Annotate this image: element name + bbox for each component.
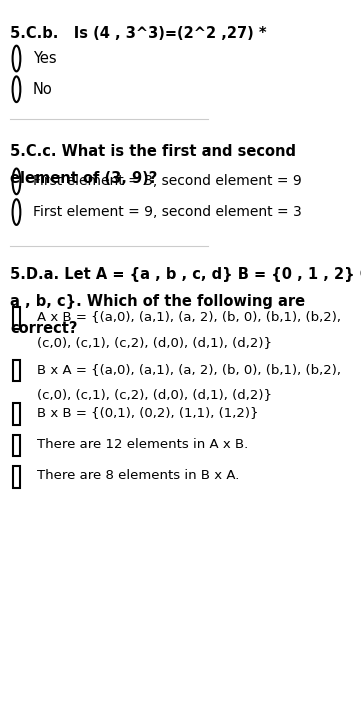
Text: 5.D.a. Let A = {a , b , c, d} B = {0 , 1 , 2} C = {  *: 5.D.a. Let A = {a , b , c, d} B = {0 , 1… bbox=[10, 267, 361, 282]
Text: element of (3, 9)?: element of (3, 9)? bbox=[10, 171, 157, 186]
Text: There are 12 elements in A x B.: There are 12 elements in A x B. bbox=[37, 438, 248, 451]
Text: B x B = {(0,1), (0,2), (1,1), (1,2)}: B x B = {(0,1), (0,2), (1,1), (1,2)} bbox=[37, 407, 258, 419]
Text: (c,0), (c,1), (c,2), (d,0), (d,1), (d,2)}: (c,0), (c,1), (c,2), (d,0), (d,1), (d,2)… bbox=[37, 336, 272, 348]
Text: A x B = {(a,0), (a,1), (a, 2), (b, 0), (b,1), (b,2),: A x B = {(a,0), (a,1), (a, 2), (b, 0), (… bbox=[37, 310, 341, 323]
Text: B x A = {(a,0), (a,1), (a, 2), (b, 0), (b,1), (b,2),: B x A = {(a,0), (a,1), (a, 2), (b, 0), (… bbox=[37, 363, 341, 376]
Text: (c,0), (c,1), (c,2), (d,0), (d,1), (d,2)}: (c,0), (c,1), (c,2), (d,0), (d,1), (d,2)… bbox=[37, 389, 272, 402]
Text: No: No bbox=[32, 82, 52, 97]
Text: correct?: correct? bbox=[10, 321, 78, 336]
Text: 5.C.c. What is the first and second: 5.C.c. What is the first and second bbox=[10, 144, 296, 159]
Text: 5.C.b.   Is (4 , 3^3)=(2^2 ,27) *: 5.C.b. Is (4 , 3^3)=(2^2 ,27) * bbox=[10, 27, 267, 42]
Text: •: • bbox=[204, 144, 211, 157]
Text: a , b, c}. Which of the following are: a , b, c}. Which of the following are bbox=[10, 294, 305, 309]
Text: There are 8 elements in B x A.: There are 8 elements in B x A. bbox=[37, 469, 239, 483]
Text: First element = 3, second element = 9: First element = 3, second element = 9 bbox=[32, 174, 301, 189]
Text: Yes: Yes bbox=[32, 51, 56, 66]
Text: First element = 9, second element = 3: First element = 9, second element = 3 bbox=[32, 205, 301, 219]
